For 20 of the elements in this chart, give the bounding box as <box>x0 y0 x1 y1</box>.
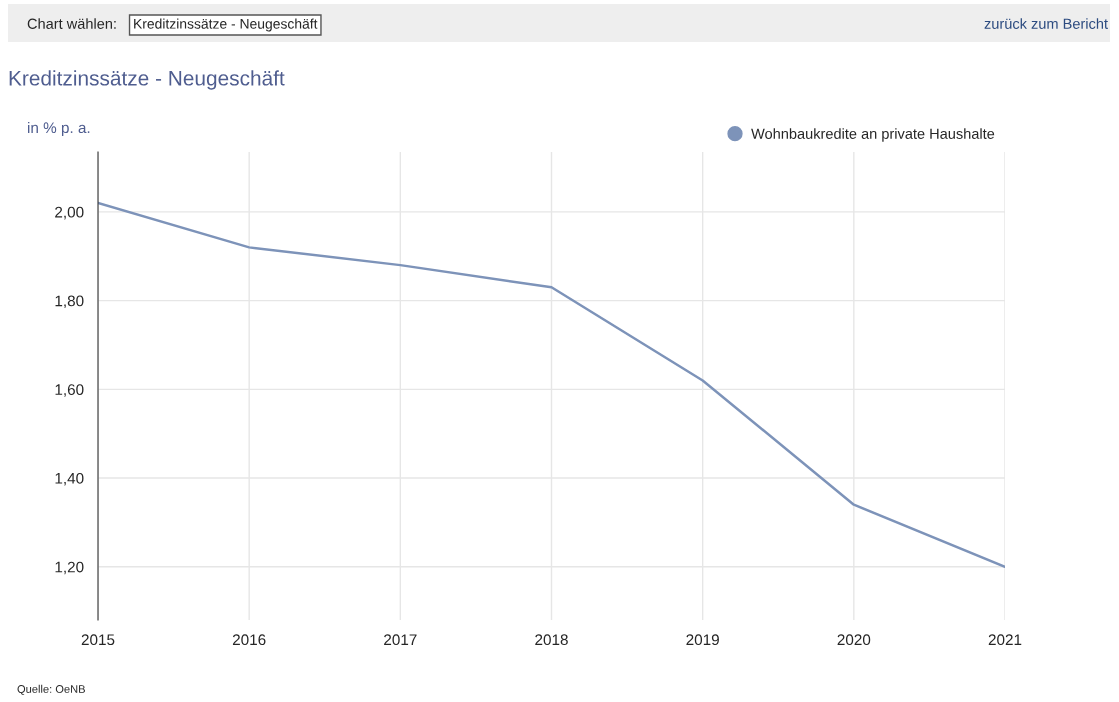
text: Chart wählen: <box>27 18 116 29</box>
text: Kreditzinssätze - Neugeschäft <box>134 18 318 32</box>
x-tick-label: 2016 <box>232 634 266 646</box>
y-tick-label: 1,40 <box>55 472 84 486</box>
y-tick-label: 1,80 <box>55 295 84 309</box>
x-tick-label: 2017 <box>384 634 417 646</box>
legend-label: Wohnbaukredite an private Haushalte <box>751 128 995 142</box>
chart-title: Kreditzinssätze - Neugeschäft <box>9 70 285 90</box>
x-tick-label: 2018 <box>535 634 568 646</box>
y-tick-label: 2,00 <box>55 206 84 220</box>
x-tick-label: 2015 <box>81 634 115 646</box>
text: zurück zum Bericht <box>984 18 1108 29</box>
x-tick-label: 2021 <box>988 634 1022 646</box>
y-tick-label: 1,60 <box>55 384 84 397</box>
x-tick-label: 2020 <box>837 634 871 646</box>
line-series <box>98 201 1005 569</box>
source-note: Quelle: OeNB <box>17 684 85 695</box>
y-axis-title: in % p. a. <box>28 121 90 137</box>
x-tick-label: 2019 <box>686 634 719 646</box>
y-tick-label: 1,20 <box>55 561 84 575</box>
